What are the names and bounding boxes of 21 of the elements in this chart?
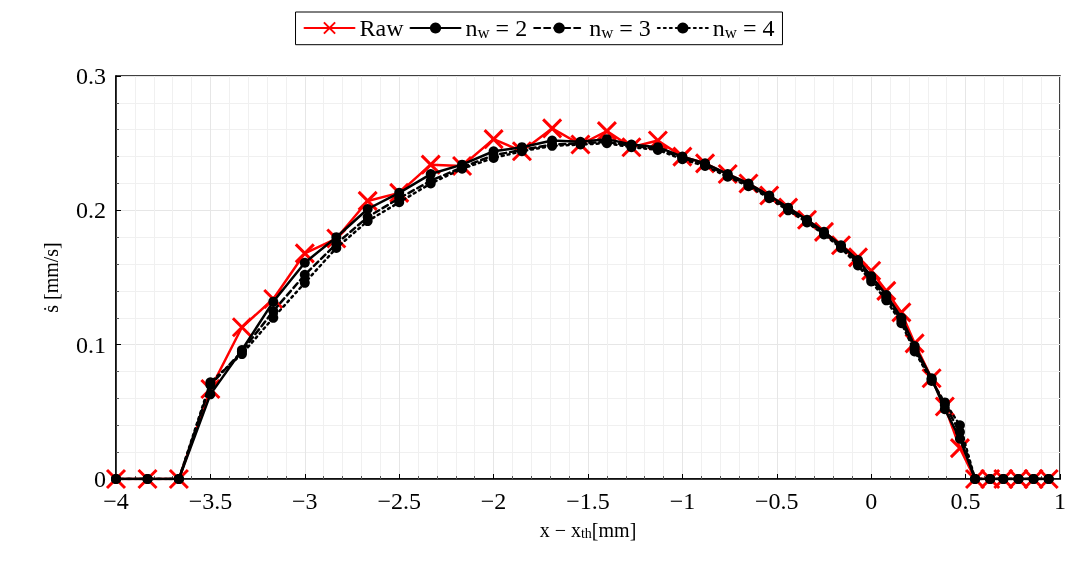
legend-label: nw = 2 bbox=[465, 15, 528, 42]
x-tick-label: 1 bbox=[1054, 488, 1066, 514]
x-axis-title: x − xth[mm] bbox=[539, 518, 637, 541]
x-tick-label: −1 bbox=[669, 488, 696, 514]
y-tick-label: 0.1 bbox=[76, 331, 106, 358]
x-tick-label: −2 bbox=[480, 488, 507, 514]
x-tick-label: 0 bbox=[865, 488, 878, 514]
y-tick-label: 0 bbox=[94, 466, 106, 492]
x-tick-label: −4 bbox=[103, 488, 129, 514]
legend-label: Raw bbox=[359, 15, 405, 41]
y-tick-label: 0.3 bbox=[76, 63, 106, 89]
x-tick-label: −1.5 bbox=[566, 488, 610, 514]
x-tick-label: 0.5 bbox=[950, 488, 981, 514]
x-tick-label: −3 bbox=[292, 488, 318, 514]
legend-label: nw = 4 bbox=[712, 15, 775, 42]
x-tick-label: −3.5 bbox=[188, 488, 233, 514]
legend-label: nw = 3 bbox=[589, 15, 651, 42]
x-tick-label: −2.5 bbox=[377, 488, 421, 514]
y-tick-label: 0.2 bbox=[76, 197, 106, 224]
y-axis-title: ṡ [mm/s] bbox=[40, 242, 62, 313]
x-tick-label: −0.5 bbox=[755, 488, 799, 514]
